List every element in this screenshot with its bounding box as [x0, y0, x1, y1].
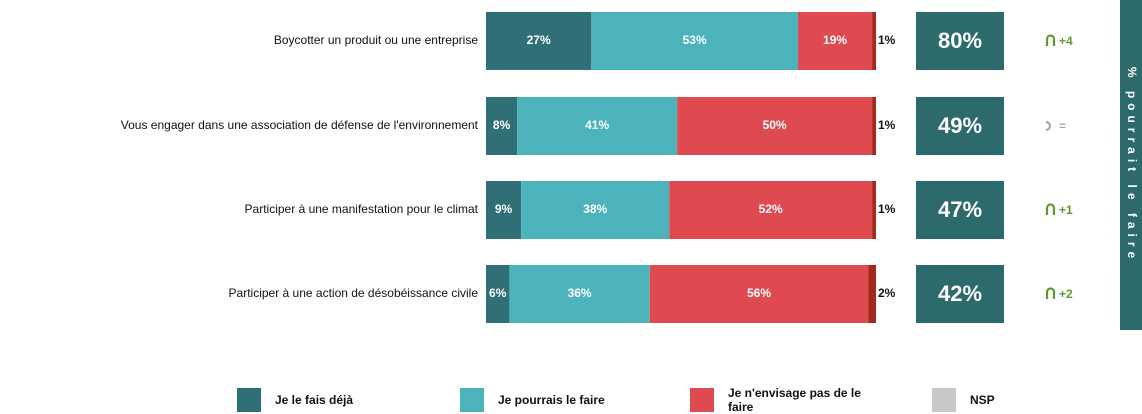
value-label: 27%	[527, 33, 551, 47]
bar-segment	[517, 97, 678, 155]
bar-segment	[486, 97, 518, 155]
change-label: +2	[1059, 287, 1073, 301]
legend-label: Je pourrais le faire	[498, 393, 605, 407]
bar-segment	[872, 181, 876, 239]
total-box	[916, 97, 1004, 155]
legend-label: NSP	[970, 393, 995, 407]
value-label: 1%	[878, 33, 896, 47]
bar-segment	[872, 12, 876, 70]
value-label: 56%	[747, 286, 771, 300]
total-label: 42%	[938, 281, 982, 306]
legend-swatch	[690, 388, 714, 412]
change-label: +1	[1059, 203, 1073, 217]
category-label: Vous engager dans une association de déf…	[121, 118, 479, 132]
category-label: Participer à une manifestation pour le c…	[245, 202, 479, 216]
bar-segment	[486, 265, 510, 323]
change-icon	[1045, 34, 1056, 46]
bar-segment	[872, 97, 876, 155]
legend-label: Je le fais déjà	[275, 393, 353, 407]
total-box	[916, 265, 1004, 323]
value-label: 1%	[878, 118, 896, 132]
legend-label: Je n'envisage pas de le faire	[728, 386, 861, 414]
total-box	[916, 181, 1004, 239]
bar-segment	[591, 12, 798, 70]
change-label: +4	[1059, 34, 1073, 48]
bar-segment	[486, 12, 592, 70]
totals-banner	[1120, 0, 1142, 330]
change-icon	[1045, 203, 1056, 215]
value-label: 52%	[759, 202, 783, 216]
change-label: =	[1059, 119, 1066, 133]
change-icon	[1045, 120, 1052, 132]
bar-segment	[677, 97, 873, 155]
value-label: 2%	[878, 286, 896, 300]
total-box	[916, 12, 1004, 70]
value-label: 19%	[823, 33, 847, 47]
totals-title: % pourrait le faire	[1125, 67, 1139, 263]
bar-segment	[486, 181, 522, 239]
bar-segment	[868, 265, 876, 323]
legend-swatch	[237, 388, 261, 412]
total-label: 49%	[938, 113, 982, 138]
legend-swatch	[932, 388, 956, 412]
category-label: Participer à une action de désobéissance…	[229, 286, 479, 300]
value-label: 8%	[493, 118, 511, 132]
legend-swatch	[460, 388, 484, 412]
bar-segment	[669, 181, 873, 239]
category-label: Boycotter un produit ou une entreprise	[274, 33, 478, 47]
bar-segment	[521, 181, 670, 239]
value-label: 38%	[583, 202, 607, 216]
value-label: 41%	[585, 118, 609, 132]
total-label: 47%	[938, 197, 982, 222]
value-label: 1%	[878, 202, 896, 216]
bar-segment	[509, 265, 650, 323]
total-label: 80%	[938, 28, 982, 53]
value-label: 36%	[568, 286, 592, 300]
bar-segment	[649, 265, 869, 323]
value-label: 9%	[495, 202, 513, 216]
change-icon	[1045, 287, 1056, 299]
value-label: 6%	[489, 286, 507, 300]
value-label: 53%	[683, 33, 707, 47]
value-label: 50%	[763, 118, 787, 132]
bar-segment	[798, 12, 873, 70]
